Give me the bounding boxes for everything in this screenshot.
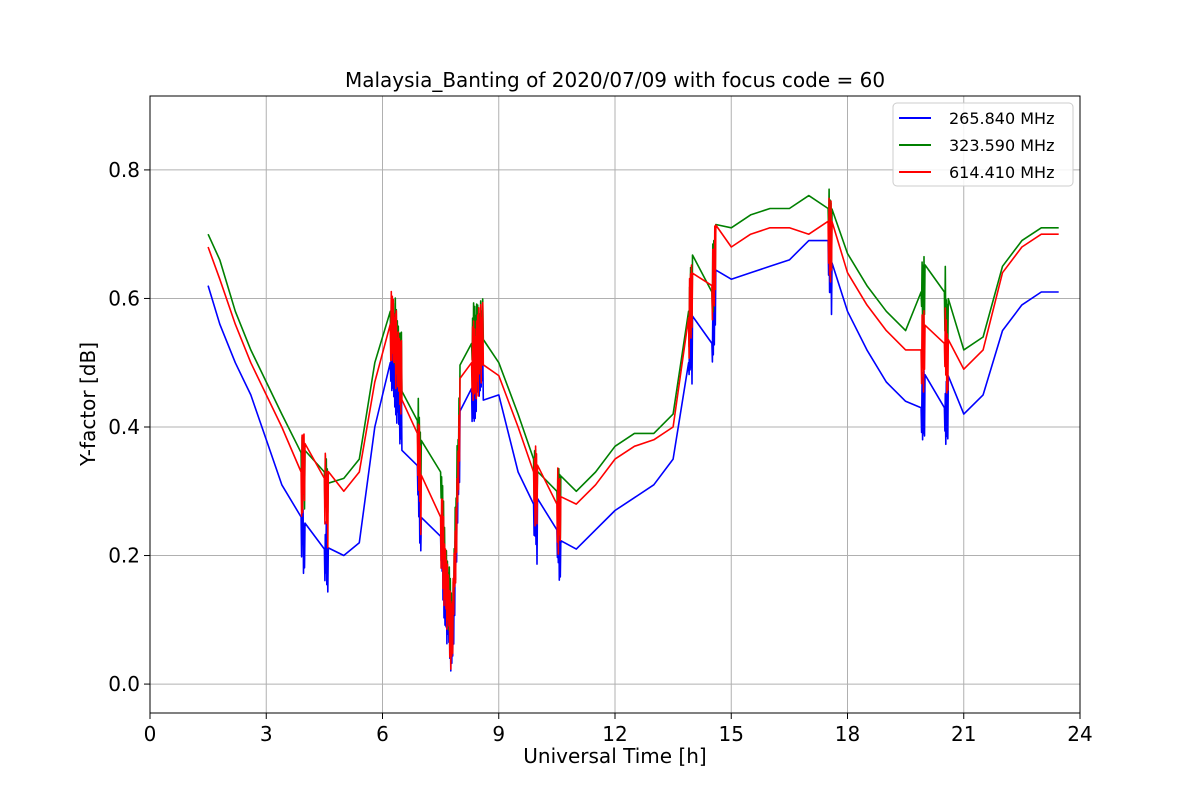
y-tick-label: 0.8 <box>108 158 140 182</box>
x-tick-label: 15 <box>719 722 744 746</box>
x-tick-label: 21 <box>951 722 976 746</box>
legend-label-series-3: 614.410 MHz <box>949 163 1054 182</box>
x-tick-label: 24 <box>1067 722 1092 746</box>
y-tick-label: 0.4 <box>108 415 140 439</box>
legend-label-series-1: 265.840 MHz <box>949 109 1054 128</box>
y-tick-label: 0.0 <box>108 672 140 696</box>
x-tick-label: 0 <box>144 722 157 746</box>
y-axis-label: Y-factor [dB] <box>76 342 100 467</box>
x-tick-label: 9 <box>492 722 505 746</box>
x-axis-label: Universal Time [h] <box>523 744 706 768</box>
x-tick-label: 12 <box>602 722 627 746</box>
chart-title: Malaysia_Banting of 2020/07/09 with focu… <box>345 68 885 92</box>
x-tick-label: 3 <box>260 722 273 746</box>
legend: 265.840 MHz 323.590 MHz 614.410 MHz <box>892 102 1074 187</box>
x-tick-label: 18 <box>835 722 860 746</box>
tick-layer: 0 3 6 9 12 15 18 21 24 0.0 0.2 0.4 0.6 0.8 <box>108 158 1093 746</box>
legend-label-series-2: 323.590 MHz <box>949 136 1054 155</box>
legend-box <box>892 102 1074 187</box>
x-tick-label: 6 <box>376 722 389 746</box>
y-tick-label: 0.2 <box>108 544 140 568</box>
series-line-3 <box>207 197 1059 670</box>
y-tick-label: 0.6 <box>108 286 140 310</box>
series-layer <box>207 188 1059 672</box>
